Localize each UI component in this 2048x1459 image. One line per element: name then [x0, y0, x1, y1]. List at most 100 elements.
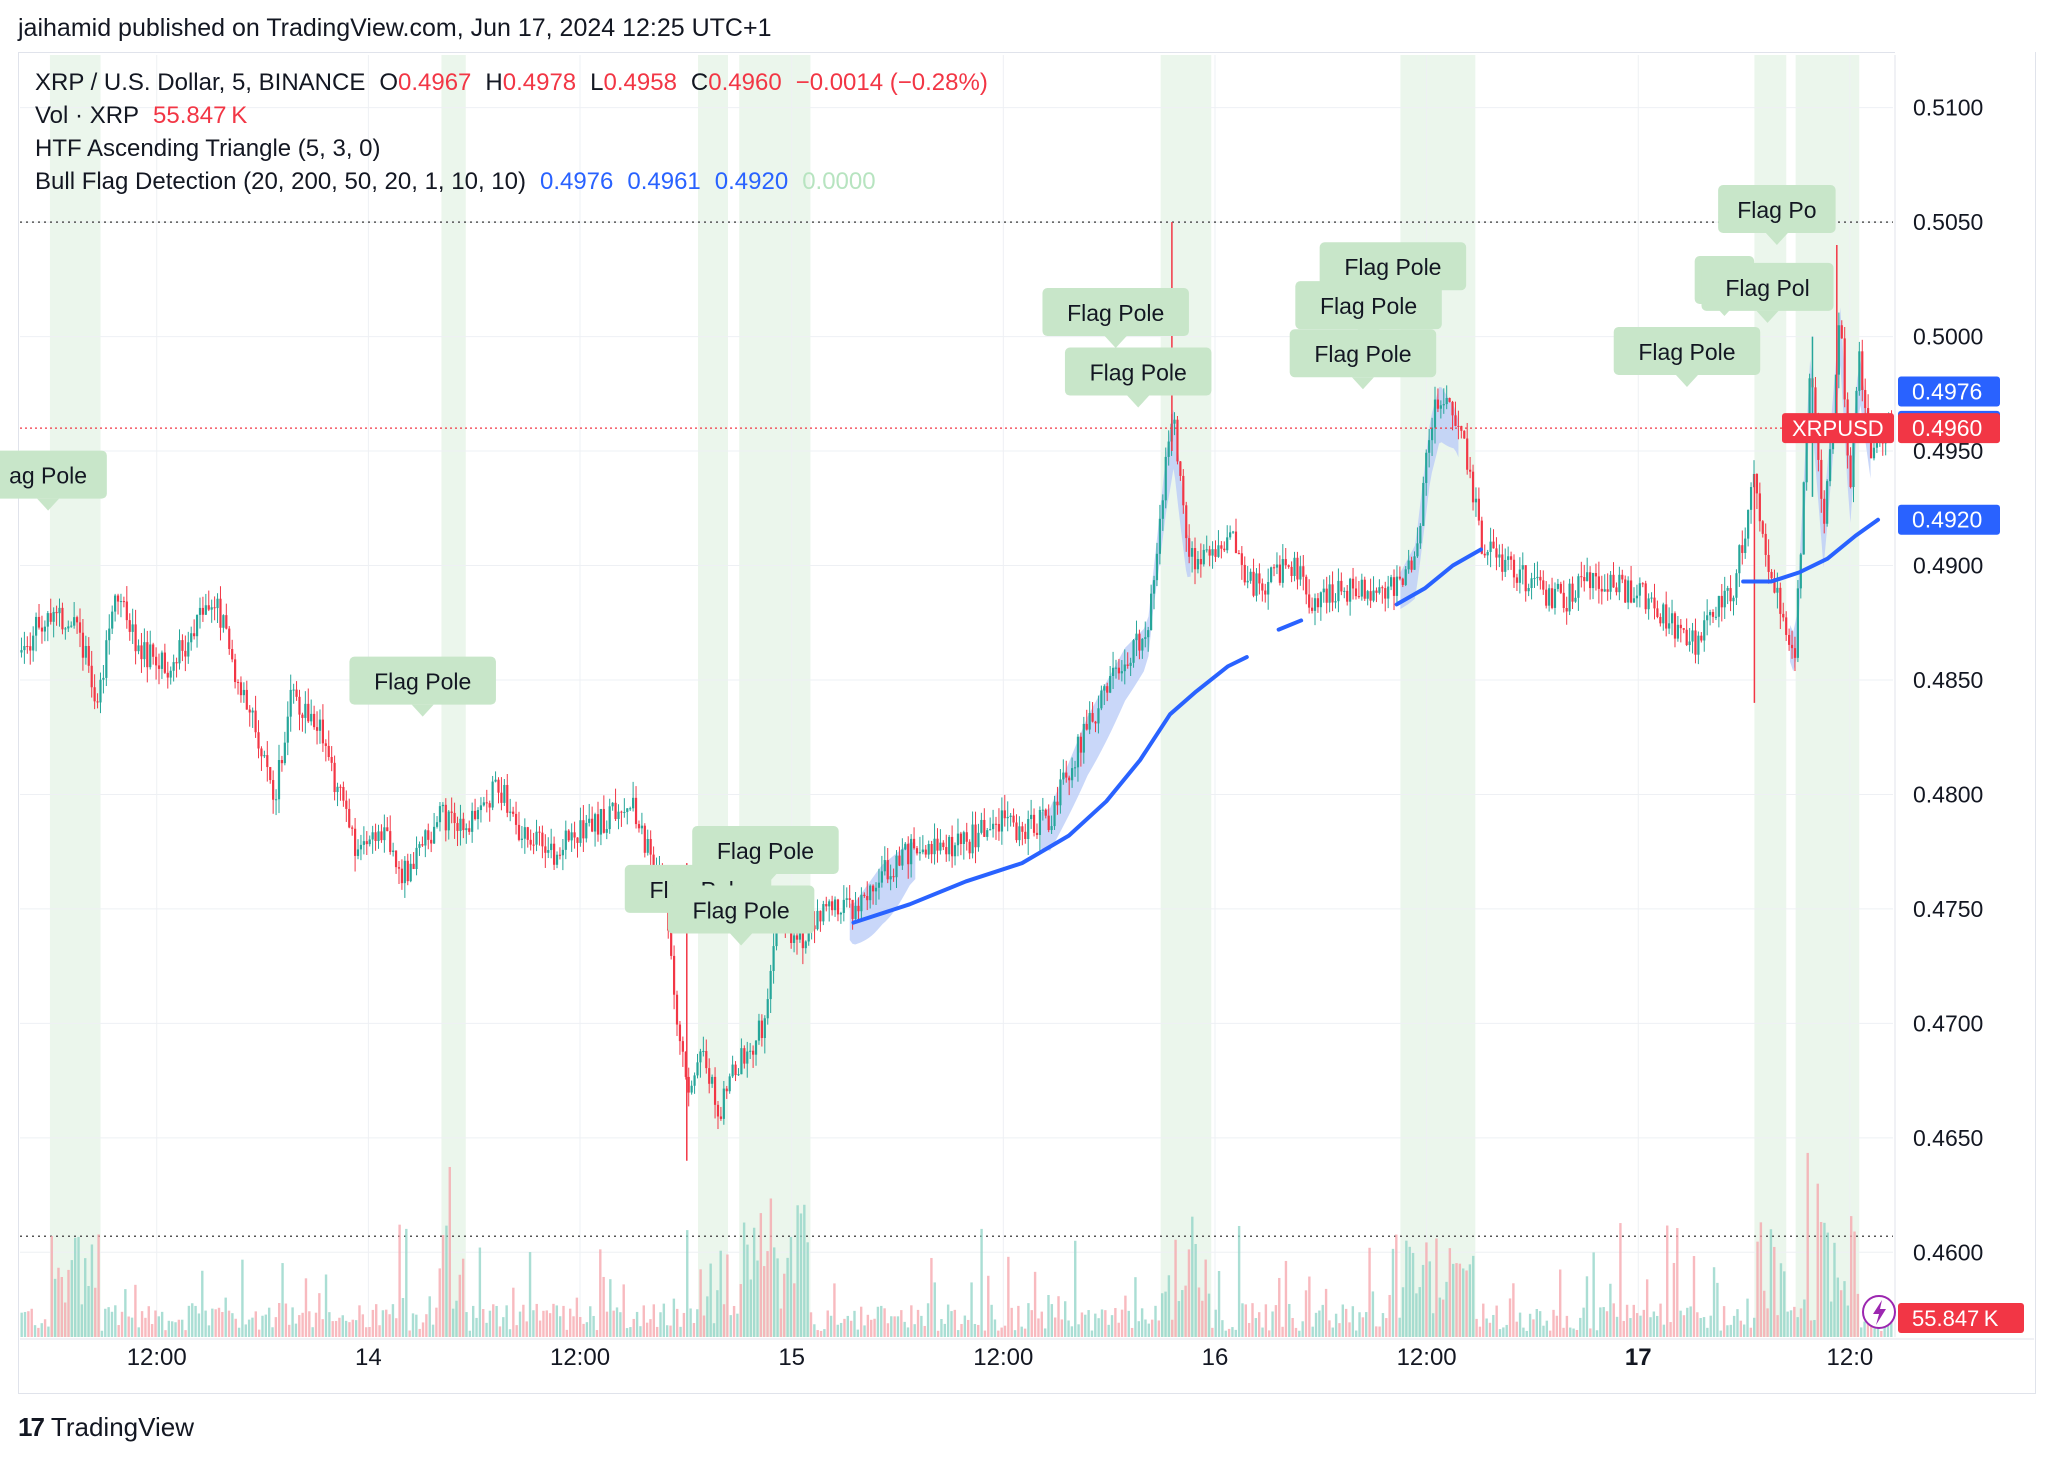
candle-body [23, 646, 26, 651]
candle-body [915, 848, 919, 854]
volume-bar [485, 1322, 488, 1337]
volume-bar [1699, 1318, 1702, 1337]
candle-body [280, 760, 284, 764]
volume-bar [164, 1330, 167, 1337]
candle-body [1091, 713, 1094, 722]
candle-body [1676, 624, 1679, 639]
candle-body [1826, 481, 1829, 524]
candle-body [1117, 667, 1121, 674]
volume-bar [308, 1311, 311, 1337]
volume-bar [699, 1269, 702, 1337]
volume-bar [1548, 1330, 1552, 1337]
symbol-name[interactable]: XRP / U.S. Dollar, 5, BINANCE [35, 69, 366, 96]
volume-bar [1813, 1320, 1816, 1337]
tradingview-brand[interactable]: 17 TradingView [18, 1412, 194, 1443]
candle-body [561, 849, 564, 856]
volume-bar [903, 1321, 906, 1337]
candle-body [696, 1062, 699, 1076]
candle-body [1360, 579, 1363, 597]
volume-bar [702, 1315, 706, 1337]
volume-bar [1328, 1320, 1331, 1337]
candle-body [626, 808, 629, 812]
candle-body [1849, 455, 1852, 488]
candle-body [816, 910, 819, 930]
chart-area[interactable]: ag Pole Flag Pole Flag Pole Flag Pole Flag P… [0, 0, 2048, 1400]
volume-bar [411, 1313, 415, 1337]
candle-body [798, 929, 802, 940]
flag-pole-label: Flag Pole [1042, 288, 1189, 349]
candle-body [55, 611, 58, 614]
candle-body [277, 760, 281, 800]
volume-bar [665, 1325, 669, 1337]
candle-body [1419, 525, 1422, 544]
candle-body [482, 802, 485, 806]
candle-body [1167, 441, 1170, 457]
candle-body [207, 605, 210, 610]
volume-bar [1686, 1307, 1689, 1337]
candle-body [1428, 440, 1431, 453]
volume-bar [415, 1314, 418, 1337]
volume-bar [154, 1310, 157, 1337]
candle-body [1006, 816, 1009, 819]
volume-bar [264, 1314, 268, 1337]
candle-body [939, 842, 942, 851]
candle-body [965, 832, 968, 842]
flag-pole-label: Flag Pole [692, 826, 839, 887]
volume-bar [498, 1326, 502, 1337]
volume-bar [1217, 1271, 1221, 1337]
candle-body [968, 841, 971, 854]
candle-body [1594, 573, 1598, 577]
candle-body [1322, 588, 1325, 593]
candle-body [1782, 613, 1785, 618]
candle-body [1442, 404, 1445, 406]
volume-bar [1632, 1304, 1635, 1337]
candle-body [228, 628, 231, 650]
volume-bar [194, 1305, 197, 1337]
legend-indicator-bullflag[interactable]: Bull Flag Detection (20, 200, 50, 20, 1,… [35, 165, 988, 198]
candle-body [1404, 569, 1407, 585]
volume-bar [1000, 1327, 1003, 1337]
volume-bar [1308, 1276, 1311, 1337]
candle-body [1606, 589, 1609, 592]
volume-bar [1849, 1216, 1853, 1337]
candle-body [234, 659, 237, 683]
lightning-icon-bolt [1873, 1300, 1886, 1325]
candle-body [210, 607, 213, 610]
volume-bar [1763, 1290, 1766, 1337]
flag-label-pointer [1756, 310, 1779, 323]
volume-bar [1100, 1309, 1104, 1337]
volume-bar [568, 1308, 572, 1337]
volume-bar [716, 1290, 719, 1337]
volume-bar [1375, 1326, 1378, 1337]
volume-bar [1274, 1305, 1278, 1337]
candle-body [1000, 810, 1003, 832]
volume-bar [1160, 1293, 1164, 1337]
volume-bar [1870, 1319, 1873, 1337]
candle-body [1185, 505, 1188, 539]
volume-bar [1562, 1327, 1565, 1337]
volume-bar [187, 1305, 191, 1337]
volume-bar [1338, 1323, 1341, 1337]
candle-body [389, 831, 392, 852]
volume-bar [582, 1323, 585, 1337]
candle-body [1729, 588, 1732, 602]
volume-bar [1261, 1327, 1264, 1337]
volume-bar [144, 1317, 147, 1337]
candle-body [517, 824, 521, 840]
x-tick-day-label: 14 [355, 1344, 382, 1371]
volume-bar [632, 1318, 635, 1337]
candle-body [1416, 543, 1419, 557]
volume-bar [1425, 1242, 1428, 1337]
candle-body [529, 839, 532, 845]
candle-body [1062, 772, 1065, 780]
legend-symbol-row[interactable]: XRP / U.S. Dollar, 5, BINANCE O0.4967 H0.4… [35, 66, 988, 99]
candle-body [163, 652, 166, 673]
legend-indicator-triangle[interactable]: HTF Ascending Triangle (5, 3, 0) [35, 132, 988, 165]
candle-body [64, 628, 67, 630]
x-tick-time-label: 12:00 [550, 1344, 610, 1371]
volume-bar [1759, 1222, 1763, 1337]
candle-body [131, 624, 134, 632]
legend-volume-row[interactable]: Vol · XRP 55.847 K [35, 99, 988, 132]
candle-body [836, 899, 840, 915]
candle-body [1155, 553, 1159, 581]
